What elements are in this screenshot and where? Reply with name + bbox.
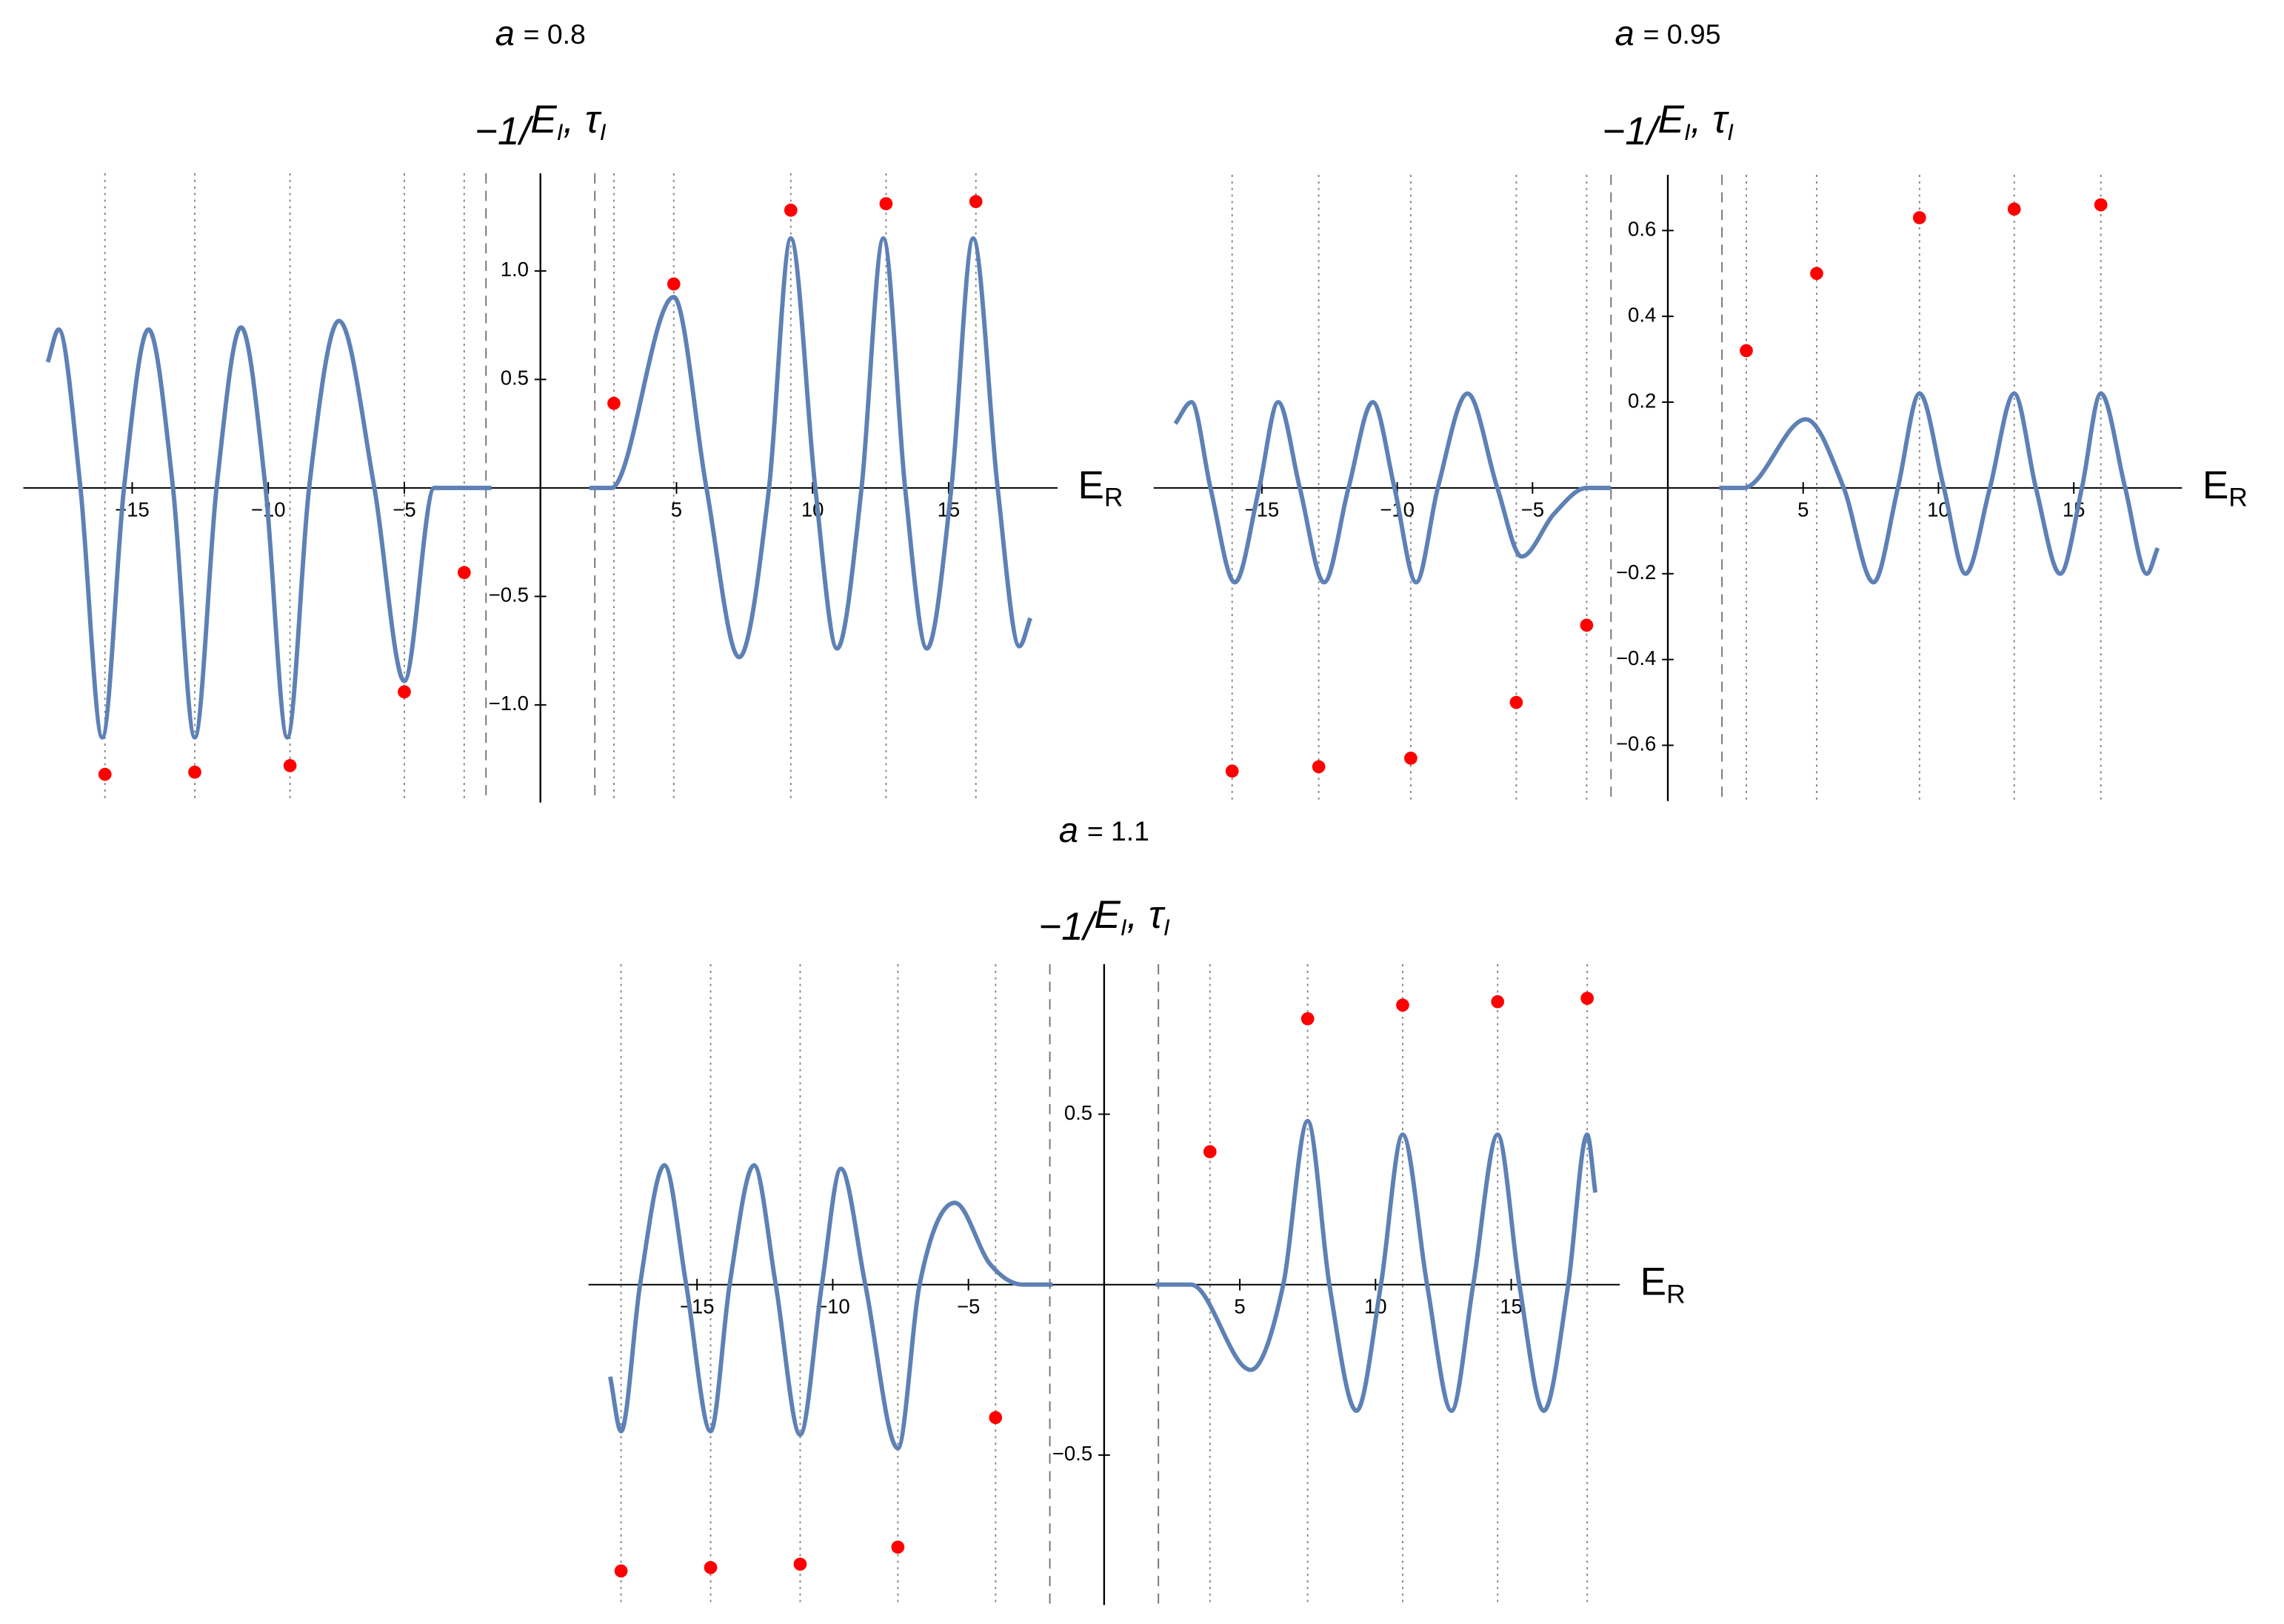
y-axis-label: −1/EI, τI [1602,98,1734,153]
y-axis-label: −1/EI, τI [475,98,607,153]
y-tick-label: 0.5 [501,367,529,390]
x-tick-label: 5 [671,498,682,521]
x-tick-label: −5 [957,1294,980,1317]
point [793,1557,807,1571]
x-label-part: E [1640,1260,1666,1304]
y-label-part: I [1121,915,1127,940]
title-part: a [1059,811,1078,850]
x-label-part: E [1078,464,1103,507]
x-axis-label: ER [2203,464,2248,512]
title-part: a [495,15,515,54]
point [457,566,471,579]
point [607,396,621,410]
y-label-part: E [1658,98,1685,141]
title-part: a [1615,15,1634,54]
y-label-part: I [1684,119,1691,145]
curve [1173,391,2160,585]
point [1300,1012,1315,1026]
y-label-part: I [1727,119,1734,145]
y-tick-label: 1.0 [501,258,529,281]
y-tick-label: −0.5 [1052,1442,1092,1465]
point [1312,760,1326,774]
x-axis-label: ER [1640,1260,1686,1309]
point [969,195,983,208]
title-part: = 0.8 [524,19,586,50]
point [1913,211,1926,224]
point [2094,198,2108,212]
panel-title: a = 0.8 [495,15,586,54]
x-label-part: R [1666,1280,1686,1309]
panel-title: a = 1.1 [1059,811,1149,850]
point [1404,751,1418,765]
y-label-part: E [530,98,557,141]
point [1203,1145,1217,1159]
y-tick-label: −0.5 [489,584,529,607]
point [1740,344,1753,358]
point [188,765,201,779]
x-tick-label: −5 [1521,498,1544,521]
point [614,1564,628,1578]
point [1396,998,1409,1012]
point [989,1411,1003,1425]
y-tick-label: 0.5 [1064,1101,1092,1124]
y-label-part: E [1094,893,1121,937]
point [891,1540,905,1554]
y-tick-label: −0.4 [1616,646,1656,669]
panel: −15 −10 −5 5 10 15−0.6−0.4−0.20.20.40.6a = 0.9… [1153,15,2248,801]
x-tick-label: 5 [1797,498,1809,521]
y-label-part: −1/ [1602,110,1662,153]
title-part: = 0.95 [1643,19,1721,50]
point [1580,618,1594,632]
point [879,197,893,210]
y-label-part: −1/ [1038,905,1098,949]
x-tick-label: 5 [1234,1294,1245,1317]
y-label-part: , τ [1691,98,1730,141]
point [2007,202,2021,216]
point [1810,267,1823,281]
y-label-part: , τ [563,98,602,141]
y-tick-label: −0.2 [1616,561,1656,584]
panel: −15 −10 −5 5 10 15−1.0−0.50.51.0a = 0.8−1/EI, … [23,15,1123,803]
y-tick-label: −0.6 [1616,732,1656,755]
y-label-part: −1/ [475,110,535,153]
x-tick-label: −5 [393,498,415,521]
y-tick-label: 0.4 [1628,303,1656,326]
point [1491,995,1505,1009]
point [98,767,112,781]
x-tick-label: 15 [2063,498,2086,521]
x-tick-label: −15 [1245,498,1280,521]
y-label-part: I [1163,915,1170,940]
y-label-part: , τ [1127,893,1166,937]
point [1509,695,1523,709]
x-axis-label: ER [1078,464,1123,512]
x-label-part: R [2228,483,2248,512]
curve [45,235,1032,740]
point [398,685,411,699]
point [1580,992,1594,1005]
point [784,204,798,217]
y-tick-label: 0.2 [1628,389,1656,412]
title-part: = 1.1 [1087,815,1149,846]
point [704,1560,718,1574]
y-label-part: I [557,119,564,145]
x-label-part: R [1104,483,1123,512]
y-label-part: I [600,119,607,145]
y-tick-label: 0.6 [1628,218,1656,241]
curve [608,1118,1598,1451]
x-tick-label: 15 [1500,1294,1523,1317]
point [1225,764,1239,778]
x-tick-label: −15 [680,1294,715,1317]
point [283,759,297,772]
y-axis-label: −1/EI, τI [1038,893,1170,949]
y-tick-label: −1.0 [489,692,529,715]
panel-title: a = 0.95 [1615,15,1721,54]
point [667,277,681,291]
x-label-part: E [2203,464,2228,507]
